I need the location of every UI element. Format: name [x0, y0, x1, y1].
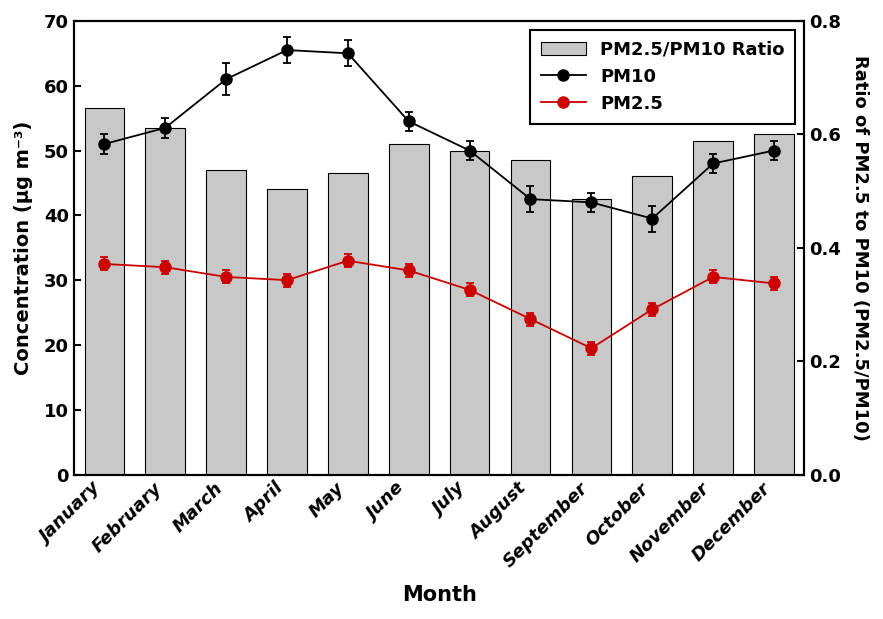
- Bar: [389, 144, 428, 475]
- Y-axis label: Ratio of PM2.5 to PM10 (PM2.5/PM10): Ratio of PM2.5 to PM10 (PM2.5/PM10): [851, 55, 869, 441]
- Bar: [693, 141, 733, 475]
- Bar: [146, 128, 185, 475]
- Bar: [510, 160, 550, 475]
- Legend: PM2.5/PM10 Ratio, PM10, PM2.5: PM2.5/PM10 Ratio, PM10, PM2.5: [530, 30, 796, 124]
- Y-axis label: Concentration (μg m⁻³): Concentration (μg m⁻³): [14, 121, 33, 375]
- Bar: [207, 170, 245, 475]
- Bar: [632, 176, 672, 475]
- Bar: [85, 108, 125, 475]
- Bar: [449, 150, 489, 475]
- X-axis label: Month: Month: [402, 585, 477, 605]
- Bar: [754, 134, 794, 475]
- Bar: [571, 199, 611, 475]
- Bar: [268, 189, 306, 475]
- Bar: [328, 173, 367, 475]
